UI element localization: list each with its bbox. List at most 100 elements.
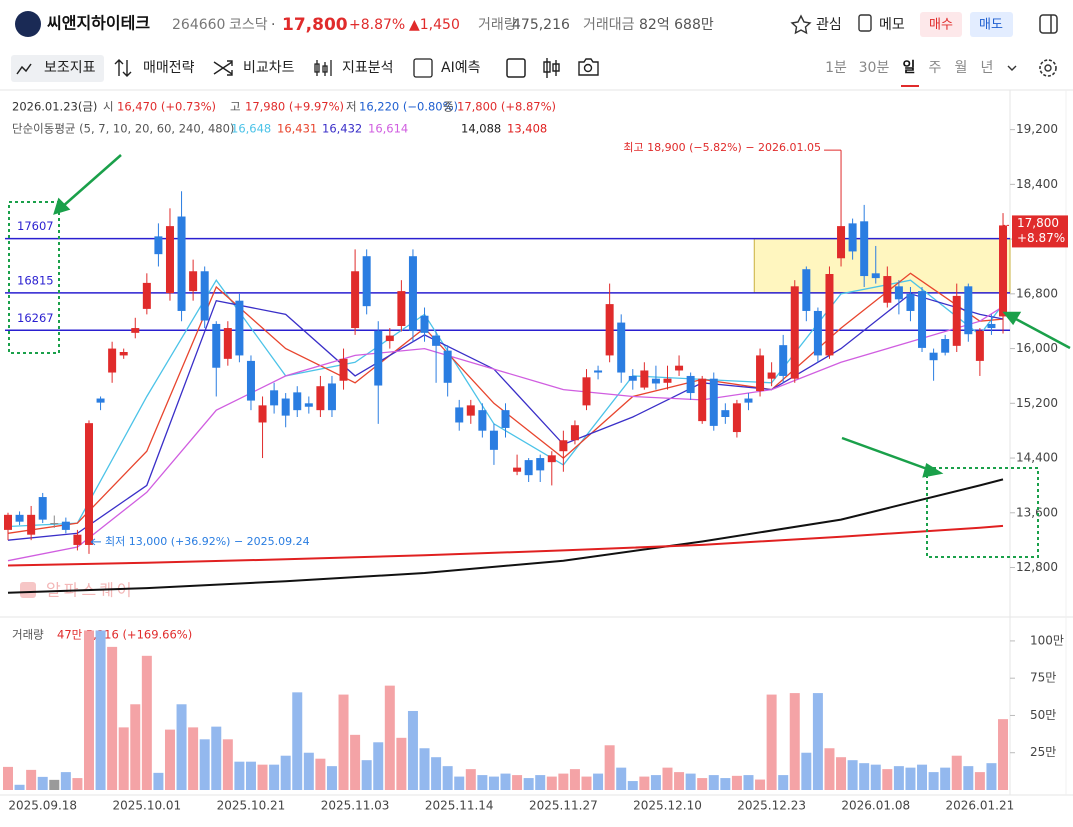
period-tab[interactable]: 1분 — [825, 60, 847, 76]
candle-body — [790, 286, 799, 379]
info-label: 종 — [443, 100, 454, 114]
square-icon[interactable] — [506, 58, 526, 78]
candle-body — [952, 295, 961, 346]
arrow — [1013, 316, 1071, 350]
camera-icon[interactable] — [578, 58, 599, 76]
candle-body — [374, 330, 383, 386]
info-label: 고 — [230, 100, 241, 114]
candle-body — [536, 458, 545, 471]
plot: 12,80013,60014,40015,20016,00016,80017,6… — [3, 122, 1068, 813]
volume-bar — [199, 739, 210, 790]
candle-body — [779, 345, 788, 376]
volume-bar — [535, 775, 546, 790]
period-chevron[interactable] — [1007, 65, 1017, 71]
volume-tick-label: 25만 — [1030, 745, 1056, 759]
volume-bar — [986, 763, 997, 790]
volume-bar — [407, 710, 418, 790]
info-value: 17,980 (+9.97%) — [245, 100, 344, 114]
volume-bar — [627, 781, 638, 790]
tool-active-bg — [11, 55, 104, 82]
volume-label: 거래량 — [478, 17, 517, 33]
candle-body — [848, 223, 857, 252]
watch-button[interactable]: 관심 — [816, 17, 842, 33]
memo-icon[interactable] — [858, 14, 872, 32]
tool-icon — [213, 60, 233, 76]
info-label: 저 — [346, 100, 357, 114]
ma-legend-value: 16,431 — [277, 122, 317, 136]
candle-body — [941, 339, 950, 353]
volume-bar — [558, 773, 569, 790]
x-tick-label: 2025.11.14 — [425, 799, 494, 813]
candle-body — [732, 403, 741, 433]
ma-legend-value: 16,648 — [231, 122, 271, 136]
volume-bar — [153, 772, 164, 790]
annotation: 최저 13,000 (+36.92%) − 2025.09.24 — [105, 535, 310, 548]
candle-body — [721, 410, 730, 417]
sell-button[interactable] — [970, 12, 1013, 37]
memo-button[interactable]: 메모 — [879, 17, 905, 33]
star-icon[interactable] — [790, 14, 812, 35]
y-tick-label: 18,400 — [1016, 177, 1058, 191]
candle-body — [397, 291, 406, 326]
y-tick-label: 13,600 — [1016, 505, 1058, 519]
candle-body — [189, 271, 198, 292]
candle-body — [617, 322, 626, 373]
ma-legend-value: 13,408 — [507, 122, 547, 136]
x-tick-label: 2025.11.27 — [529, 799, 598, 813]
volume-bar — [222, 739, 233, 790]
candle-body — [443, 350, 452, 383]
change-pct: +8.87% — [349, 17, 405, 33]
tool[interactable]: 비교차트 — [243, 60, 295, 76]
buy-label[interactable]: 매수 — [929, 18, 953, 33]
tool[interactable]: 보조지표 — [44, 60, 96, 76]
candle-icon[interactable] — [543, 58, 560, 78]
volume-bar — [488, 776, 499, 790]
candle-body — [698, 378, 707, 422]
volume-bar — [477, 775, 488, 790]
panel-icon[interactable] — [1039, 14, 1058, 34]
period-tab[interactable]: 일 — [903, 60, 916, 76]
candle-body — [651, 378, 660, 384]
volume-bar — [384, 685, 395, 790]
x-tick-label: 2026.01.08 — [841, 799, 910, 813]
volume-bar — [685, 773, 696, 790]
tool[interactable]: 매매전략 — [143, 60, 195, 76]
volume-bar — [616, 767, 627, 790]
tool[interactable]: 지표분석 — [342, 60, 394, 76]
tool[interactable]: AI예측 — [441, 60, 481, 76]
volume-bar — [708, 775, 719, 790]
candle-body — [61, 521, 70, 530]
camera-lens — [583, 63, 593, 73]
candle-body — [524, 460, 533, 476]
sell-label[interactable]: 매도 — [979, 18, 1003, 33]
volume-bar — [118, 727, 129, 790]
volume-bar — [326, 766, 337, 790]
candle-body — [131, 328, 140, 333]
candle-body — [582, 377, 591, 406]
amount-label: 거래대금 — [583, 17, 635, 33]
period-tab[interactable]: 주 — [929, 60, 942, 76]
candle-body — [73, 534, 82, 545]
volume-bar — [512, 775, 523, 790]
volume-bar — [998, 719, 1009, 790]
candle-body — [987, 323, 996, 329]
volume-bar — [95, 630, 106, 790]
volume-bar — [280, 755, 291, 790]
candle-body — [96, 398, 105, 403]
volume-bar — [350, 734, 361, 790]
candle-body — [246, 360, 255, 401]
period-tab[interactable]: 월 — [955, 60, 968, 76]
info-value: 16,470 (+0.73%) — [117, 100, 216, 114]
volume-bar — [60, 772, 71, 790]
buy-button[interactable] — [920, 12, 962, 37]
level-label: 16267 — [17, 311, 54, 325]
ai-icon — [413, 58, 433, 78]
period-tab[interactable]: 년 — [981, 60, 994, 76]
volume-bar — [940, 767, 951, 790]
settings-icon[interactable] — [1039, 59, 1057, 77]
ma-legend-title: 단순이동평균 (5, 7, 10, 20, 60, 240, 480) — [12, 122, 234, 136]
candle-body — [802, 269, 811, 311]
period-tab[interactable]: 30분 — [859, 60, 890, 76]
price-tag-change: +8.87% — [1017, 231, 1065, 245]
